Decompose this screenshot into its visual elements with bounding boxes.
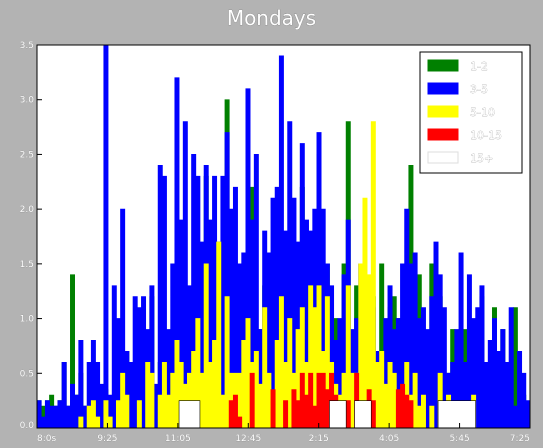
- chart-title: Mondays: [227, 6, 316, 30]
- x-tick-label: 12:45: [235, 434, 261, 444]
- legend-swatch: [427, 105, 459, 118]
- x-tick-label: 7:25: [510, 434, 530, 444]
- x-tick-label: 2:15: [309, 434, 329, 444]
- legend-label: 10-15: [470, 129, 502, 142]
- legend-label: 1-2: [470, 60, 488, 73]
- series-area-1: [36, 44, 531, 429]
- x-tick-label: 11:05: [165, 434, 191, 444]
- legend-swatch: [427, 151, 459, 164]
- x-tick-label: 5:45: [449, 434, 469, 444]
- legend-label: 3-5: [470, 83, 488, 96]
- legend-swatch: [427, 128, 459, 141]
- x-tick-label: 9:25: [97, 434, 117, 444]
- x-tick-label: 8:0s: [37, 434, 56, 444]
- legend: 1-2 3-5 5-10 10-15 15+: [419, 51, 523, 174]
- y-axis: 0.0 0.5 1.0 1.5 2.0 2.5 3.0 3.5: [19, 41, 42, 431]
- plot-frame: [36, 44, 531, 429]
- x-axis: 8:0s 9:25 11:05 12:45 2:15 4:05 5:45 7:25: [36, 423, 531, 444]
- legend-swatch: [427, 59, 459, 72]
- legend-swatch: [427, 82, 459, 95]
- y-tick-label: 3.0: [20, 96, 35, 106]
- y-tick-label: 2.0: [20, 205, 35, 215]
- y-tick-label: 3.5: [20, 41, 34, 51]
- series-layer: [36, 44, 531, 429]
- legend-label: 15+: [470, 152, 493, 165]
- y-tick-label: 0.5: [20, 369, 34, 379]
- y-tick-label: 1.5: [20, 260, 34, 270]
- legend-label: 5-10: [470, 106, 495, 119]
- y-tick-label: 0.0: [20, 421, 35, 431]
- y-tick-label: 1.0: [20, 315, 35, 325]
- x-tick-label: 4:05: [379, 434, 399, 444]
- y-tick-label: 2.5: [20, 150, 34, 160]
